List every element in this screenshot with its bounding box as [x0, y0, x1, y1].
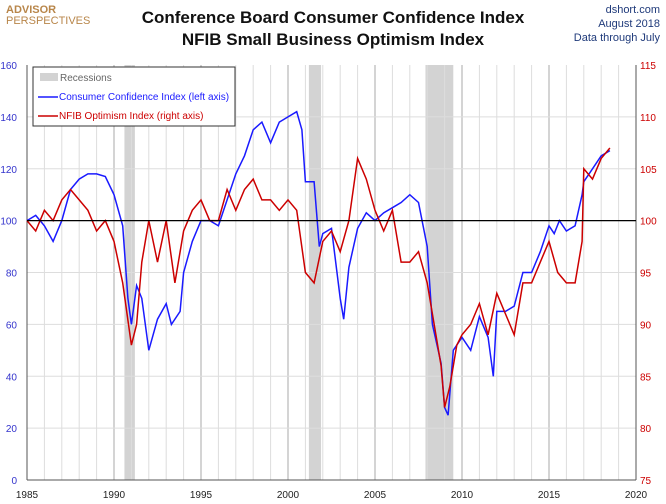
left-tick-label: 160 — [0, 61, 17, 72]
x-tick-label: 1995 — [190, 490, 213, 501]
x-tick-label: 2005 — [364, 490, 387, 501]
chart-title-line2: NFIB Small Business Optimism Index — [181, 30, 485, 49]
right-tick-label: 100 — [640, 217, 657, 228]
legend-box — [32, 66, 236, 127]
chart-title-line1: Conference Board Consumer Confidence Ind… — [141, 8, 525, 27]
left-tick-label: 60 — [6, 320, 18, 331]
legend-recessions-label: Recessions — [60, 73, 112, 84]
source-site: dshort.com — [605, 4, 660, 16]
cci-series-line — [26, 110, 611, 416]
x-tick-label: 2015 — [538, 490, 561, 501]
right-tick-label: 85 — [640, 372, 652, 383]
x-tick-label: 2000 — [277, 490, 300, 501]
nfib-series-line — [26, 147, 611, 408]
left-tick-label: 140 — [0, 113, 17, 124]
right-tick-label: 115 — [640, 61, 656, 72]
right-tick-label: 95 — [640, 269, 652, 280]
x-tick-label: 1990 — [103, 490, 126, 501]
right-tick-label: 75 — [640, 476, 652, 487]
left-tick-label: 80 — [6, 269, 18, 280]
right-tick-label: 90 — [640, 320, 652, 331]
legend-cci-label: Consumer Confidence Index (left axis) — [59, 92, 229, 103]
left-tick-label: 100 — [0, 217, 17, 228]
advisor-perspectives-logo: ADVISOR PERSPECTIVES — [6, 5, 90, 27]
right-tick-label: 105 — [640, 165, 657, 176]
legend-recession-swatch — [40, 73, 58, 81]
logo-line2: PERSPECTIVES — [6, 15, 91, 27]
x-tick-label: 2020 — [625, 490, 648, 501]
left-tick-label: 40 — [6, 372, 18, 383]
left-tick-label: 120 — [0, 165, 17, 176]
right-tick-label: 110 — [640, 113, 656, 124]
right-tick-label: 80 — [640, 424, 652, 435]
publish-date: August 2018 — [598, 18, 660, 30]
data-through-note: Data through July — [573, 32, 660, 44]
left-tick-label: 20 — [6, 424, 18, 435]
x-tick-label: 2010 — [451, 490, 474, 501]
logo-line1: ADVISOR — [6, 4, 57, 16]
left-tick-label: 0 — [11, 476, 17, 487]
legend-nfib-label: NFIB Optimism Index (right axis) — [59, 111, 203, 122]
x-tick-label: 1985 — [16, 490, 39, 501]
